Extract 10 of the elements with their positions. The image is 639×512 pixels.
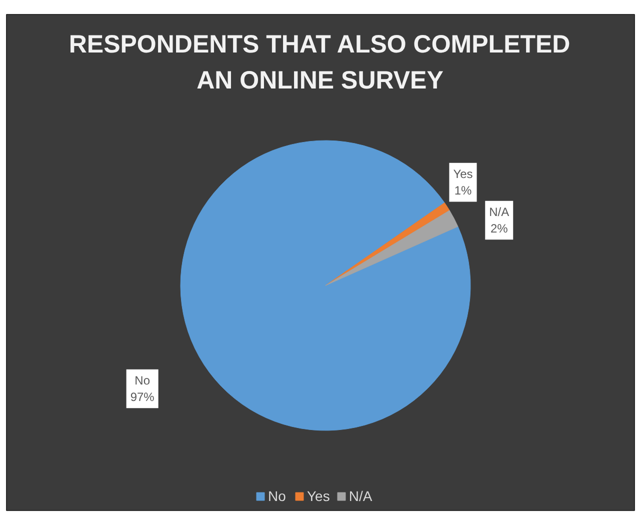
data-label: 97%	[130, 390, 155, 404]
slice-label: N/A	[489, 204, 510, 219]
slice-label: Yes	[453, 166, 473, 181]
legend-label: No	[268, 488, 287, 504]
slice-label: No	[134, 373, 150, 388]
legend-label: Yes	[307, 488, 330, 504]
legend-label: N/A	[348, 488, 372, 504]
data-label: 2%	[490, 222, 508, 236]
chart-title: RESPONDENTS THAT ALSO COMPLETED AN ONLINE SURVEY	[68, 30, 570, 94]
data-label: 1%	[454, 184, 472, 198]
